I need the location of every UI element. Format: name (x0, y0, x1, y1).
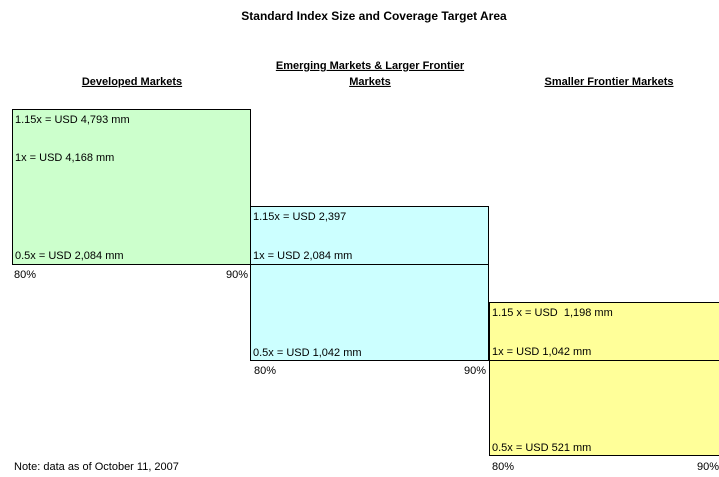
note: Note: data as of October 11, 2007 (14, 461, 179, 473)
level-label: 1.15x = USD 4,793 mm (15, 114, 130, 126)
column-header: Emerging Markets & Larger Frontier (276, 60, 465, 72)
level-label: 1x = USD 1,042 mm (492, 346, 591, 358)
range-label: 90% (697, 461, 719, 473)
emerging-box (250, 206, 489, 361)
level-label: 1x = USD 4,168 mm (15, 152, 114, 164)
level-label: 1.15 x = USD 1,198 mm (492, 307, 613, 319)
level-label: 0.5x = USD 521 mm (492, 442, 591, 454)
range-label: 80% (492, 461, 514, 473)
column-header: Markets (349, 76, 391, 88)
title: Standard Index Size and Coverage Target … (241, 9, 507, 23)
level-label: 1.15x = USD 2,397 (253, 211, 346, 223)
level-label: 0.5x = USD 1,042 mm (253, 347, 362, 359)
level-label: 1x = USD 2,084 mm (253, 250, 352, 262)
developed-box (12, 109, 251, 265)
level-label: 0.5x = USD 2,084 mm (15, 250, 124, 262)
column-header: Smaller Frontier Markets (545, 76, 674, 88)
range-label: 80% (14, 269, 36, 281)
range-label: 80% (254, 365, 276, 377)
range-label: 90% (226, 269, 248, 281)
range-label: 90% (464, 365, 486, 377)
column-header: Developed Markets (82, 76, 182, 88)
frontier-box (489, 302, 719, 456)
